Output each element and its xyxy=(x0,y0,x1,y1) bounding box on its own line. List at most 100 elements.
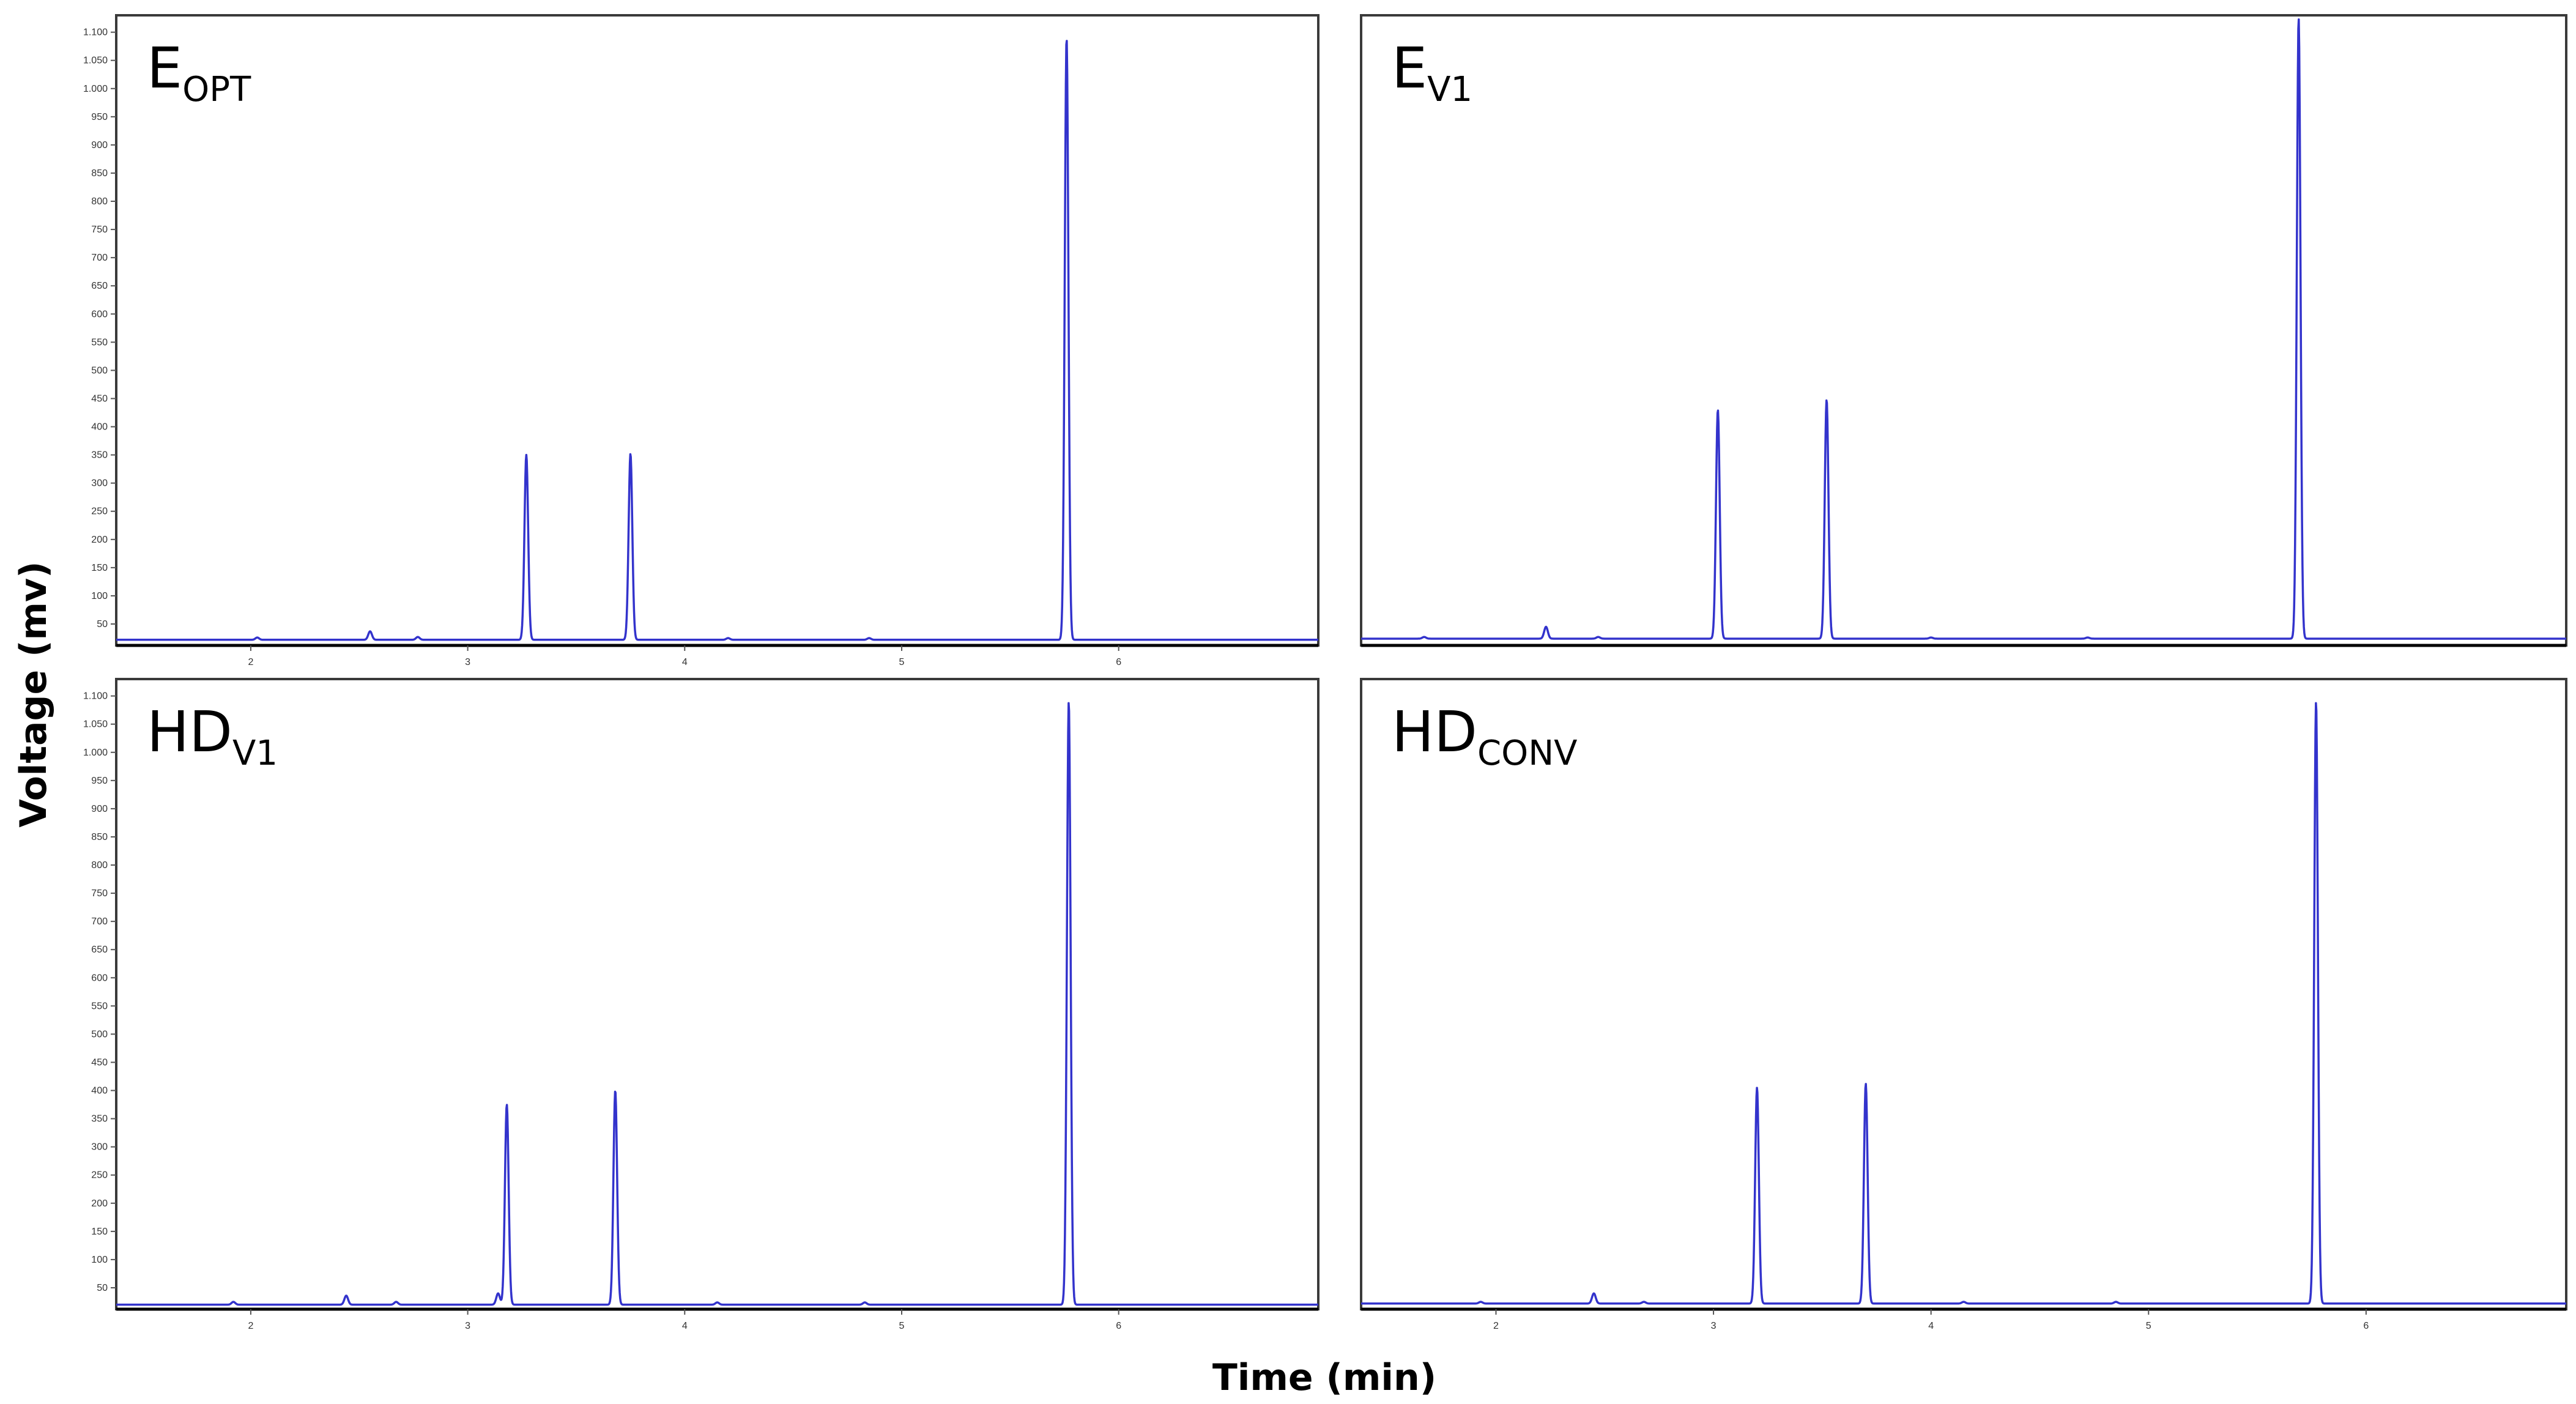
panel-hd-v1: 50 100 150 200 250 300 350 400 450 500 550 600 650 70… xyxy=(83,678,1320,1331)
peak-point xyxy=(716,1301,719,1304)
y-tick-label: 800 xyxy=(91,196,108,207)
y-tick-label: 100 xyxy=(91,591,108,601)
panel-title: EV1 xyxy=(1392,35,1472,110)
peak-point xyxy=(1544,625,1548,629)
x-tick-label: 3 xyxy=(465,657,470,667)
panel-title-main: HD xyxy=(147,699,232,765)
y-tick-label: 1.050 xyxy=(83,719,108,730)
peak-point xyxy=(867,636,871,640)
series-line xyxy=(116,40,1319,641)
peak-point xyxy=(2114,1300,2118,1304)
series-line xyxy=(1360,18,2567,640)
y-tick-label: 350 xyxy=(91,450,108,461)
y-tick-label: 950 xyxy=(91,776,108,786)
y-tick-label: 50 xyxy=(97,1283,108,1293)
x-tick-label: 3 xyxy=(465,1321,470,1331)
peak-point xyxy=(1592,1291,1595,1295)
y-tick-label: 250 xyxy=(91,1170,108,1181)
panel-title-subscript: OPT xyxy=(182,70,251,110)
y-tick-label: 400 xyxy=(91,422,108,433)
y-tick-label: 300 xyxy=(91,1142,108,1153)
y-tick-label: 250 xyxy=(91,507,108,517)
peak-point xyxy=(1422,635,1426,639)
panel-title-subscript: CONV xyxy=(1477,734,1577,773)
peak-point xyxy=(1642,1300,1646,1304)
y-tick-label: 50 xyxy=(97,619,108,630)
x-tick-label: 5 xyxy=(2146,1321,2151,1331)
y-tick-label: 500 xyxy=(91,365,108,376)
y-tick-label: 850 xyxy=(91,832,108,842)
peak-point xyxy=(1864,1082,1868,1085)
plot-frame xyxy=(115,678,1320,1310)
peak-point xyxy=(524,453,528,457)
panel-e-v1: EV1 xyxy=(1360,14,2567,647)
y-tick-label: 400 xyxy=(91,1086,108,1096)
peak-point xyxy=(629,452,633,456)
plot-frame xyxy=(1360,678,2567,1310)
peak-point xyxy=(1479,1300,1483,1304)
x-tick-label: 4 xyxy=(682,657,688,667)
x-tick-label: 6 xyxy=(2363,1321,2369,1331)
panel-hd-conv: 2 3 4 5 6 HDCONV xyxy=(1360,678,2567,1331)
series-line xyxy=(116,702,1319,1306)
peak-point xyxy=(1067,700,1071,704)
y-tick-label: 750 xyxy=(91,225,108,235)
y-tick-label: 700 xyxy=(91,253,108,263)
y-tick-label: 150 xyxy=(91,1227,108,1237)
peak-point xyxy=(1929,636,1933,639)
peak-point xyxy=(344,1294,348,1298)
x-tick-label: 5 xyxy=(899,657,905,667)
x-tick-label: 2 xyxy=(1493,1321,1499,1331)
y-tick-label: 450 xyxy=(91,393,108,404)
y-tick-label: 700 xyxy=(91,916,108,927)
x-tick-label: 2 xyxy=(248,657,253,667)
peak-point xyxy=(416,635,420,639)
panel-title-main: E xyxy=(147,35,182,101)
x-tick-label: 5 xyxy=(899,1321,905,1331)
peak-point xyxy=(1716,408,1720,412)
y-tick-label: 850 xyxy=(91,168,108,179)
peak-point xyxy=(1597,635,1600,639)
peak-point xyxy=(863,1301,867,1304)
peak-point xyxy=(1825,398,1828,401)
y-tick-label: 450 xyxy=(91,1057,108,1068)
peak-point xyxy=(1065,36,1069,40)
y-tick-label: 200 xyxy=(91,535,108,545)
peak-point xyxy=(1962,1300,1965,1304)
peak-point xyxy=(2086,636,2090,639)
x-axis-title: Time (min) xyxy=(1212,1356,1436,1399)
peak-point xyxy=(726,636,730,640)
panel-title: EOPT xyxy=(147,35,251,110)
y-tick-label: 300 xyxy=(91,478,108,489)
y-tick-label: 200 xyxy=(91,1198,108,1209)
peak-point xyxy=(1755,1086,1759,1090)
peak-point xyxy=(614,1089,617,1093)
y-tick-label: 1.000 xyxy=(83,748,108,758)
y-tick-label: 1.100 xyxy=(83,28,108,38)
y-tick-label: 600 xyxy=(91,973,108,983)
y-tick-label: 950 xyxy=(91,112,108,122)
panel-title: HDCONV xyxy=(1392,699,1577,773)
y-tick-label: 500 xyxy=(91,1029,108,1039)
panel-title: HDV1 xyxy=(147,699,278,773)
peak-point xyxy=(256,636,259,639)
y-tick-label: 800 xyxy=(91,860,108,871)
chart-panels: 5010015020025030035040045050055060065070… xyxy=(83,14,2567,1331)
y-tick-label: 100 xyxy=(91,1255,108,1265)
y-tick-label: 650 xyxy=(91,281,108,291)
peak-point xyxy=(2297,17,2301,20)
y-tick-label: 900 xyxy=(91,804,108,814)
panel-title-subscript: V1 xyxy=(1427,70,1472,110)
peak-point xyxy=(496,1291,500,1295)
x-tick-label: 2 xyxy=(248,1321,253,1331)
x-tick-label: 4 xyxy=(682,1321,688,1331)
plot-frame xyxy=(1360,14,2567,647)
y-tick-label: 750 xyxy=(91,888,108,899)
peak-point xyxy=(395,1300,398,1304)
panel-title-main: HD xyxy=(1392,699,1477,765)
panel-e-opt: 50 100 150 200 250 300 350 400 450 500 550 600 650 70… xyxy=(83,14,1320,667)
y-tick-label: 550 xyxy=(91,1001,108,1011)
panel-title-subscript: V1 xyxy=(232,734,278,773)
x-tick-label: 6 xyxy=(1116,1321,1121,1331)
